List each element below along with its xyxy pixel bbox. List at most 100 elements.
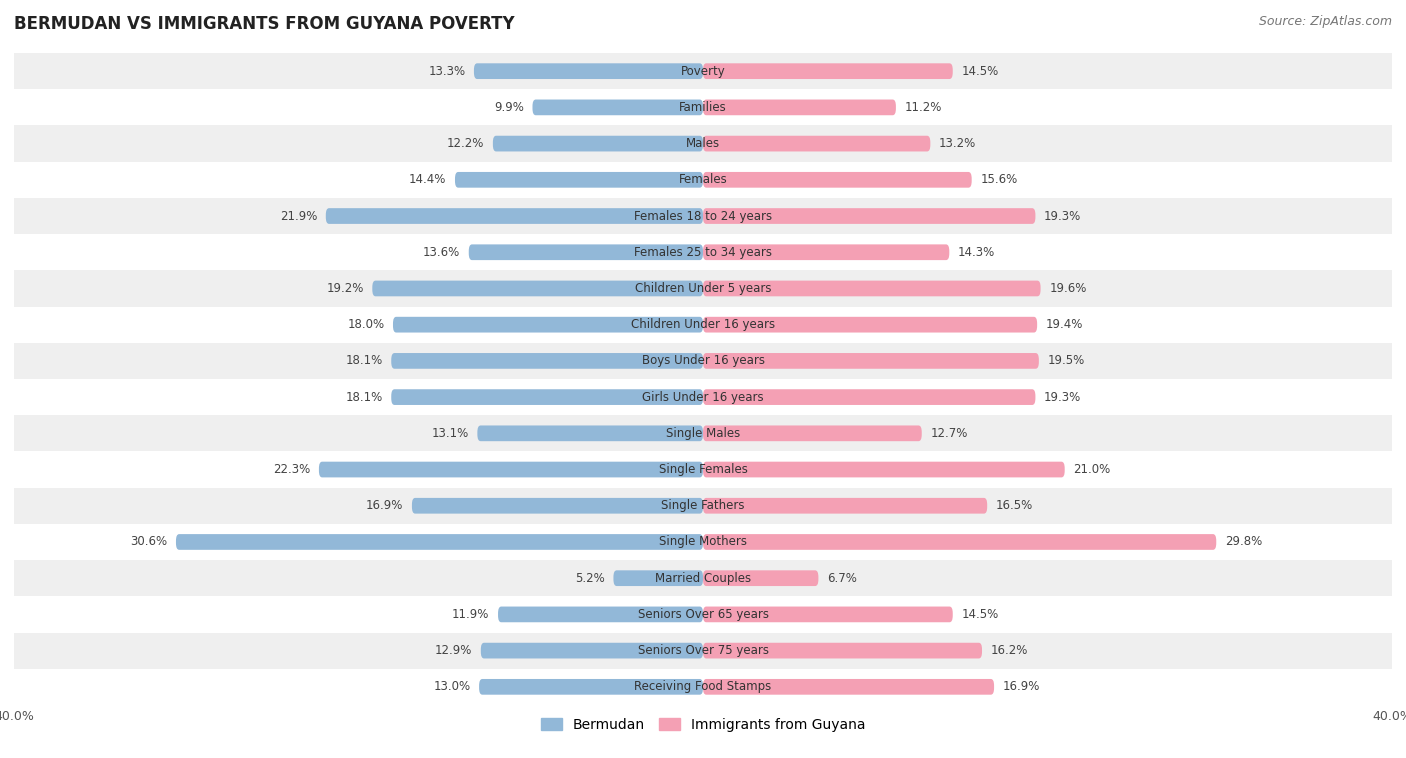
Bar (14, 234, 1392, 271)
Text: 18.0%: 18.0% (347, 318, 384, 331)
Text: 13.1%: 13.1% (432, 427, 468, 440)
Bar (14, 524, 1392, 560)
FancyBboxPatch shape (392, 317, 703, 333)
Text: 19.3%: 19.3% (1045, 209, 1081, 223)
Text: Single Females: Single Females (658, 463, 748, 476)
Text: Males: Males (686, 137, 720, 150)
FancyBboxPatch shape (703, 643, 981, 659)
FancyBboxPatch shape (479, 679, 703, 694)
FancyBboxPatch shape (481, 643, 703, 659)
FancyBboxPatch shape (703, 606, 953, 622)
Text: Seniors Over 75 years: Seniors Over 75 years (637, 644, 769, 657)
Bar (14, 306, 1392, 343)
Text: 18.1%: 18.1% (346, 390, 382, 403)
Legend: Bermudan, Immigrants from Guyana: Bermudan, Immigrants from Guyana (536, 712, 870, 737)
Text: 13.6%: 13.6% (423, 246, 460, 258)
Bar (14, 415, 1392, 452)
FancyBboxPatch shape (703, 99, 896, 115)
Text: BERMUDAN VS IMMIGRANTS FROM GUYANA POVERTY: BERMUDAN VS IMMIGRANTS FROM GUYANA POVER… (14, 15, 515, 33)
Bar (14, 271, 1392, 306)
Text: 14.5%: 14.5% (962, 64, 998, 77)
FancyBboxPatch shape (613, 570, 703, 586)
Text: 15.6%: 15.6% (980, 174, 1018, 186)
Text: 19.5%: 19.5% (1047, 355, 1084, 368)
Text: Children Under 5 years: Children Under 5 years (634, 282, 772, 295)
Text: 14.4%: 14.4% (409, 174, 446, 186)
Bar (14, 126, 1392, 161)
Text: 13.2%: 13.2% (939, 137, 976, 150)
FancyBboxPatch shape (703, 679, 994, 694)
FancyBboxPatch shape (703, 172, 972, 188)
FancyBboxPatch shape (703, 317, 1038, 333)
Text: 14.5%: 14.5% (962, 608, 998, 621)
Bar (14, 89, 1392, 126)
Text: 29.8%: 29.8% (1225, 535, 1263, 549)
FancyBboxPatch shape (391, 390, 703, 405)
Text: 14.3%: 14.3% (957, 246, 995, 258)
FancyBboxPatch shape (703, 208, 1035, 224)
Text: 13.0%: 13.0% (433, 681, 471, 694)
FancyBboxPatch shape (326, 208, 703, 224)
FancyBboxPatch shape (373, 280, 703, 296)
Text: 12.7%: 12.7% (931, 427, 967, 440)
FancyBboxPatch shape (703, 425, 922, 441)
Text: Boys Under 16 years: Boys Under 16 years (641, 355, 765, 368)
FancyBboxPatch shape (703, 280, 1040, 296)
Bar (14, 632, 1392, 669)
Text: 18.1%: 18.1% (346, 355, 382, 368)
FancyBboxPatch shape (412, 498, 703, 514)
Text: 16.9%: 16.9% (1002, 681, 1040, 694)
Text: 11.2%: 11.2% (904, 101, 942, 114)
FancyBboxPatch shape (703, 64, 953, 79)
Text: 16.5%: 16.5% (995, 500, 1033, 512)
FancyBboxPatch shape (703, 534, 1216, 550)
FancyBboxPatch shape (703, 462, 1064, 478)
Text: 5.2%: 5.2% (575, 572, 605, 584)
FancyBboxPatch shape (456, 172, 703, 188)
Text: 11.9%: 11.9% (453, 608, 489, 621)
Text: 16.9%: 16.9% (366, 500, 404, 512)
Bar (14, 487, 1392, 524)
Text: Married Couples: Married Couples (655, 572, 751, 584)
Text: 9.9%: 9.9% (494, 101, 524, 114)
FancyBboxPatch shape (319, 462, 703, 478)
FancyBboxPatch shape (176, 534, 703, 550)
Text: Single Males: Single Males (666, 427, 740, 440)
Text: Single Fathers: Single Fathers (661, 500, 745, 512)
FancyBboxPatch shape (494, 136, 703, 152)
Text: 21.0%: 21.0% (1073, 463, 1111, 476)
FancyBboxPatch shape (468, 244, 703, 260)
Bar (14, 560, 1392, 597)
Text: 13.3%: 13.3% (429, 64, 465, 77)
FancyBboxPatch shape (478, 425, 703, 441)
Bar (14, 53, 1392, 89)
Text: 19.3%: 19.3% (1045, 390, 1081, 403)
Bar (14, 343, 1392, 379)
FancyBboxPatch shape (498, 606, 703, 622)
Text: 16.2%: 16.2% (991, 644, 1028, 657)
Bar (14, 597, 1392, 632)
Text: Females 25 to 34 years: Females 25 to 34 years (634, 246, 772, 258)
Text: Females 18 to 24 years: Females 18 to 24 years (634, 209, 772, 223)
Text: 19.6%: 19.6% (1049, 282, 1087, 295)
Bar (14, 379, 1392, 415)
Bar (14, 452, 1392, 487)
Text: 12.2%: 12.2% (447, 137, 484, 150)
Text: 21.9%: 21.9% (280, 209, 318, 223)
Text: Females: Females (679, 174, 727, 186)
Text: Poverty: Poverty (681, 64, 725, 77)
FancyBboxPatch shape (533, 99, 703, 115)
Text: Seniors Over 65 years: Seniors Over 65 years (637, 608, 769, 621)
Text: Children Under 16 years: Children Under 16 years (631, 318, 775, 331)
FancyBboxPatch shape (391, 353, 703, 368)
FancyBboxPatch shape (703, 498, 987, 514)
Text: Receiving Food Stamps: Receiving Food Stamps (634, 681, 772, 694)
FancyBboxPatch shape (703, 353, 1039, 368)
FancyBboxPatch shape (703, 570, 818, 586)
Text: 12.9%: 12.9% (434, 644, 472, 657)
Bar (14, 669, 1392, 705)
Text: Families: Families (679, 101, 727, 114)
FancyBboxPatch shape (703, 244, 949, 260)
Text: 30.6%: 30.6% (131, 535, 167, 549)
Text: Girls Under 16 years: Girls Under 16 years (643, 390, 763, 403)
